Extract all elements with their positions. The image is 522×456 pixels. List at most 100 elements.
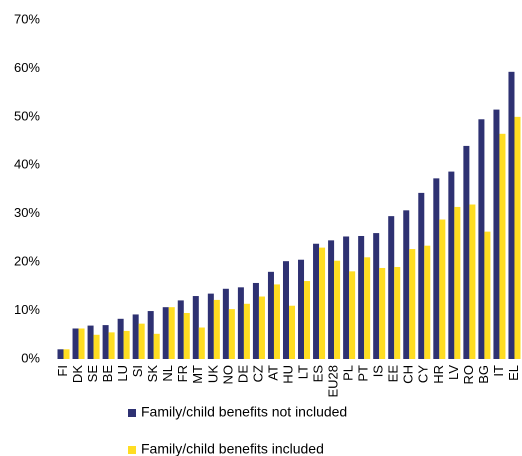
x-tick-label: CH xyxy=(401,365,416,384)
legend-swatch xyxy=(128,409,136,417)
bar xyxy=(514,116,521,359)
bar xyxy=(267,271,274,359)
bar xyxy=(439,219,446,359)
y-tick-label: 30% xyxy=(14,205,40,220)
bar xyxy=(403,210,410,359)
y-tick-label: 70% xyxy=(14,11,40,26)
bar xyxy=(57,349,64,359)
bar xyxy=(252,282,259,359)
bar xyxy=(424,245,431,359)
bar xyxy=(478,119,485,360)
x-tick-label: PL xyxy=(341,365,356,381)
x-tick-label: HR xyxy=(431,365,446,384)
x-tick-label: AT xyxy=(265,365,280,381)
bar xyxy=(508,71,515,359)
bar xyxy=(379,267,386,359)
x-tick-label: CZ xyxy=(250,365,265,382)
x-tick-label: FR xyxy=(175,365,190,382)
x-tick-label: SI xyxy=(130,365,145,377)
x-tick-label: MT xyxy=(190,365,205,384)
x-tick-label: PT xyxy=(356,365,371,382)
x-tick-label: EE xyxy=(386,365,401,383)
bar xyxy=(198,327,205,359)
bar xyxy=(108,332,115,359)
x-tick-label: NO xyxy=(220,365,235,385)
bar xyxy=(499,133,506,359)
bar xyxy=(102,325,109,359)
x-tick-label: BE xyxy=(100,365,115,383)
bar xyxy=(454,206,461,359)
legend-swatch xyxy=(128,446,136,454)
bar xyxy=(147,311,154,359)
bar xyxy=(63,349,70,359)
x-tick-label: BG xyxy=(476,365,491,384)
y-tick-label: 50% xyxy=(14,108,40,123)
x-tick-label: IS xyxy=(371,365,386,378)
y-tick-label: 10% xyxy=(14,302,40,317)
bar xyxy=(448,171,455,359)
bar xyxy=(183,312,190,359)
bar xyxy=(87,325,94,359)
y-tick-label: 60% xyxy=(14,60,40,75)
bar xyxy=(207,293,214,359)
bar xyxy=(93,334,100,359)
bar xyxy=(469,204,476,359)
bar xyxy=(334,260,341,359)
x-tick-label: UK xyxy=(205,365,220,383)
bar xyxy=(484,231,491,359)
y-tick-label: 0% xyxy=(21,350,40,365)
x-tick-label: NL xyxy=(160,365,175,382)
x-tick-label: EU28 xyxy=(326,365,341,398)
x-tick-label: SK xyxy=(145,365,160,383)
bar xyxy=(153,333,160,359)
bar xyxy=(343,236,350,359)
x-tick-label: SE xyxy=(85,365,100,383)
y-tick-label: 20% xyxy=(14,254,40,269)
x-tick-label: IT xyxy=(491,365,506,377)
bar xyxy=(117,318,124,359)
x-tick-label: FI xyxy=(55,365,70,377)
bar xyxy=(258,296,265,359)
bar xyxy=(463,145,470,359)
bar xyxy=(319,247,326,359)
bar xyxy=(123,330,130,359)
x-tick-label: ES xyxy=(311,365,326,383)
legend-label: Family/child benefits included xyxy=(141,441,324,456)
x-tick-label: CY xyxy=(416,365,431,383)
bar xyxy=(373,233,380,359)
bar xyxy=(349,271,356,359)
bar xyxy=(282,261,289,359)
x-tick-label: LU xyxy=(115,365,130,382)
bar xyxy=(409,249,416,359)
bar xyxy=(72,328,79,359)
x-tick-label: LV xyxy=(446,365,461,380)
bar xyxy=(132,314,139,359)
bar xyxy=(237,287,244,359)
bar xyxy=(273,284,280,359)
x-tick-label: HU xyxy=(280,365,295,384)
bar xyxy=(228,309,235,359)
legend-label: Family/child benefits not included xyxy=(141,404,347,420)
bar xyxy=(388,216,395,359)
x-tick-label: DK xyxy=(70,365,85,383)
bar xyxy=(493,109,500,359)
x-tick-label: RO xyxy=(461,365,476,385)
bar xyxy=(418,192,425,359)
bar xyxy=(394,266,401,359)
x-tick-label: EL xyxy=(506,365,521,381)
bar xyxy=(364,257,371,359)
bar xyxy=(162,307,169,359)
bar xyxy=(243,303,250,359)
bar xyxy=(433,178,440,359)
bar xyxy=(328,240,335,359)
bar xyxy=(222,288,229,359)
x-tick-label: DE xyxy=(235,365,250,383)
bar xyxy=(177,300,184,359)
bar xyxy=(358,235,365,359)
bar xyxy=(78,328,85,359)
bar xyxy=(213,299,220,359)
bar xyxy=(289,305,296,359)
bar xyxy=(298,259,305,359)
bar xyxy=(138,323,145,359)
